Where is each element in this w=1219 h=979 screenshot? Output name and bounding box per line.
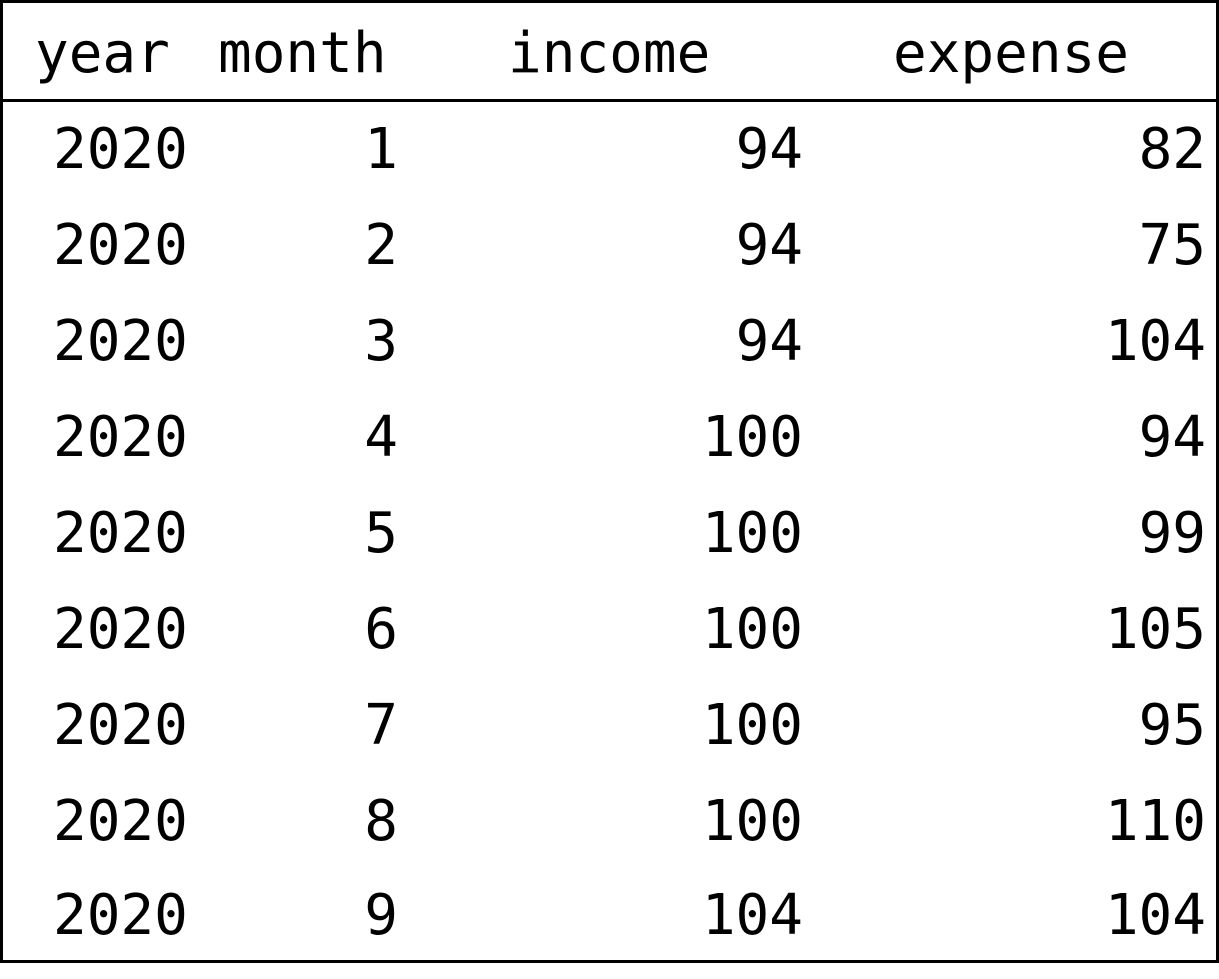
cell-year: 2020: [53, 693, 188, 758]
column-header-expense: expense: [893, 21, 1130, 86]
table-row: 2020 5 100 99: [3, 501, 1216, 597]
column-header-income: income: [508, 21, 711, 86]
cell-year: 2020: [53, 883, 188, 948]
cell-expense: 82: [1138, 117, 1206, 182]
cell-income: 104: [701, 883, 803, 948]
cell-year: 2020: [53, 597, 188, 662]
cell-expense: 94: [1138, 405, 1206, 470]
table-row: 2020 7 100 95: [3, 693, 1216, 789]
cell-expense: 104: [1104, 309, 1206, 374]
cell-expense: 99: [1138, 501, 1206, 566]
cell-income: 100: [701, 789, 803, 854]
cell-income: 94: [735, 309, 803, 374]
table-row: 2020 2 94 75: [3, 213, 1216, 309]
table-row: 2020 1 94 82: [3, 117, 1216, 213]
cell-month: 2: [364, 213, 398, 278]
table-row: 2020 8 100 110: [3, 789, 1216, 885]
cell-year: 2020: [53, 405, 188, 470]
cell-income: 100: [701, 693, 803, 758]
cell-income: 100: [701, 501, 803, 566]
column-header-year: year: [35, 21, 170, 86]
cell-expense: 95: [1138, 693, 1206, 758]
cell-year: 2020: [53, 309, 188, 374]
table-row: 2020 4 100 94: [3, 405, 1216, 501]
cell-month: 8: [364, 789, 398, 854]
cell-expense: 110: [1104, 789, 1206, 854]
cell-month: 9: [364, 883, 398, 948]
cell-month: 4: [364, 405, 398, 470]
cell-expense: 104: [1104, 883, 1206, 948]
cell-income: 94: [735, 117, 803, 182]
cell-income: 100: [701, 405, 803, 470]
cell-month: 3: [364, 309, 398, 374]
table-header: year month income expense: [3, 3, 1216, 102]
cell-month: 1: [364, 117, 398, 182]
table-row: 2020 6 100 105: [3, 597, 1216, 693]
cell-expense: 75: [1138, 213, 1206, 278]
table-row: 2020 9 104 104: [3, 883, 1216, 979]
cell-year: 2020: [53, 213, 188, 278]
cell-month: 5: [364, 501, 398, 566]
cell-income: 100: [701, 597, 803, 662]
table-row: 2020 3 94 104: [3, 309, 1216, 405]
column-header-month: month: [218, 21, 387, 86]
cell-year: 2020: [53, 789, 188, 854]
cell-year: 2020: [53, 117, 188, 182]
cell-income: 94: [735, 213, 803, 278]
cell-month: 6: [364, 597, 398, 662]
cell-year: 2020: [53, 501, 188, 566]
cell-expense: 105: [1104, 597, 1206, 662]
cell-month: 7: [364, 693, 398, 758]
